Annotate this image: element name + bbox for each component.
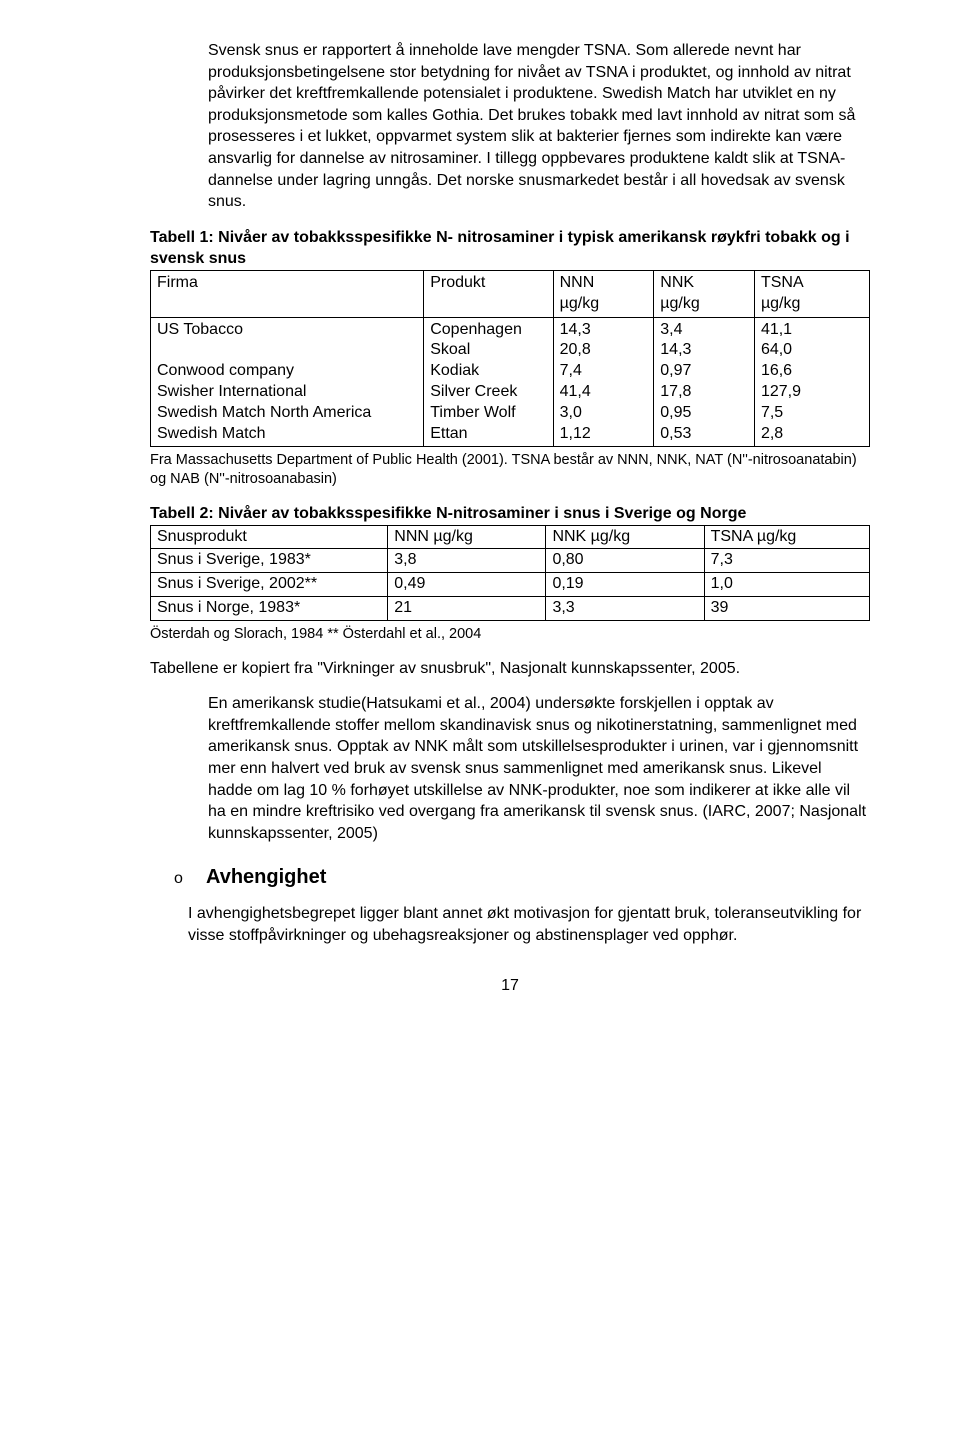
cell-line: 16,6 xyxy=(761,362,792,379)
intro-paragraph: Svensk snus er rapportert å inneholde la… xyxy=(208,40,870,213)
cell: Snus i Norge, 1983* xyxy=(151,596,388,620)
table2: Snusprodukt NNN µg/kg NNK µg/kg TSNA µg/… xyxy=(150,525,870,621)
cell: 0,19 xyxy=(546,573,704,597)
section-body: I avhengighetsbegrepet ligger blant anne… xyxy=(188,903,870,946)
th-snusprodukt: Snusprodukt xyxy=(151,525,388,549)
cell-nnn: 14,3 20,8 7,4 41,4 3,0 1,12 xyxy=(553,317,654,447)
study-paragraph: En amerikansk studie(Hatsukami et al., 2… xyxy=(208,693,870,844)
cell-line: 41,4 xyxy=(560,383,591,400)
th-nnk: NNKµg/kg xyxy=(654,270,755,317)
cell-line: 64,0 xyxy=(761,341,792,358)
cell-line: 0,53 xyxy=(660,425,691,442)
th-produkt: Produkt xyxy=(424,270,553,317)
cell: 0,49 xyxy=(388,573,546,597)
section-heading-avhengighet: o Avhengighet xyxy=(208,866,870,889)
cell-line: 1,12 xyxy=(560,425,591,442)
cell-line: Kodiak xyxy=(430,362,479,379)
table1-heading: Tabell 1: Nivåer av tobakksspesifikke N-… xyxy=(150,227,870,270)
cell: 0,80 xyxy=(546,549,704,573)
cell-firma: US Tobacco Conwood company Swisher Inter… xyxy=(151,317,424,447)
cell-line: 127,9 xyxy=(761,383,801,400)
cell-line: 2,8 xyxy=(761,425,783,442)
cell-line: US Tobacco xyxy=(157,321,243,338)
tables-copied-line: Tabellene er kopiert fra "Virkninger av … xyxy=(150,658,870,680)
table2-heading: Tabell 2: Nivåer av tobakksspesifikke N-… xyxy=(150,503,870,525)
th-nnk-text: NNKµg/kg xyxy=(660,274,699,312)
table1-caption: Fra Massachusetts Department of Public H… xyxy=(150,451,870,489)
th-nnn-text: NNNµg/kg xyxy=(560,274,599,312)
cell-line: 14,3 xyxy=(560,321,591,338)
page-number: 17 xyxy=(150,977,870,995)
section-title: Avhengighet xyxy=(206,866,326,889)
cell-line: Swisher International xyxy=(157,383,306,400)
cell-line: Copenhagen xyxy=(430,321,522,338)
cell-line: Swedish Match North America xyxy=(157,404,371,421)
cell-line: Swedish Match xyxy=(157,425,266,442)
table-row: Snus i Sverige, 1983* 3,8 0,80 7,3 xyxy=(151,549,870,573)
th-tsna-text: TSNAµg/kg xyxy=(761,274,804,312)
cell-line: 17,8 xyxy=(660,383,691,400)
cell: 7,3 xyxy=(704,549,869,573)
th-tsna: TSNA µg/kg xyxy=(704,525,869,549)
cell-line: Ettan xyxy=(430,425,467,442)
document-page: Svensk snus er rapportert å inneholde la… xyxy=(0,0,960,1456)
cell-line: 0,97 xyxy=(660,362,691,379)
th-tsna: TSNAµg/kg xyxy=(754,270,869,317)
cell: Snus i Sverige, 1983* xyxy=(151,549,388,573)
table1-body-row: US Tobacco Conwood company Swisher Inter… xyxy=(151,317,870,447)
table2-wrap: Snusprodukt NNN µg/kg NNK µg/kg TSNA µg/… xyxy=(150,525,870,621)
cell: Snus i Sverige, 2002** xyxy=(151,573,388,597)
cell-line: 3,0 xyxy=(560,404,582,421)
cell-line: Silver Creek xyxy=(430,383,517,400)
cell-line: Conwood company xyxy=(157,362,294,379)
th-nnk: NNK µg/kg xyxy=(546,525,704,549)
cell-line: 14,3 xyxy=(660,341,691,358)
cell-tsna: 41,1 64,0 16,6 127,9 7,5 2,8 xyxy=(754,317,869,447)
cell-line: 7,5 xyxy=(761,404,783,421)
bullet-icon: o xyxy=(174,870,190,888)
th-nnn: NNN µg/kg xyxy=(388,525,546,549)
table-header-row: Snusprodukt NNN µg/kg NNK µg/kg TSNA µg/… xyxy=(151,525,870,549)
cell-line: Timber Wolf xyxy=(430,404,515,421)
cell: 3,8 xyxy=(388,549,546,573)
table2-caption: Österdah og Slorach, 1984 ** Österdahl e… xyxy=(150,625,870,644)
table-header-row: Firma Produkt NNNµg/kg NNKµg/kg TSNAµg/k… xyxy=(151,270,870,317)
th-nnn: NNNµg/kg xyxy=(553,270,654,317)
cell: 39 xyxy=(704,596,869,620)
cell-line: Skoal xyxy=(430,341,470,358)
table-row: Snus i Sverige, 2002** 0,49 0,19 1,0 xyxy=(151,573,870,597)
cell: 1,0 xyxy=(704,573,869,597)
cell: 3,3 xyxy=(546,596,704,620)
cell: 21 xyxy=(388,596,546,620)
cell-nnk: 3,4 14,3 0,97 17,8 0,95 0,53 xyxy=(654,317,755,447)
cell-line: 7,4 xyxy=(560,362,582,379)
table-row: Snus i Norge, 1983* 21 3,3 39 xyxy=(151,596,870,620)
cell-produkt: Copenhagen Skoal Kodiak Silver Creek Tim… xyxy=(424,317,553,447)
cell-line: 20,8 xyxy=(560,341,591,358)
cell-line: 41,1 xyxy=(761,321,792,338)
cell-line: 3,4 xyxy=(660,321,682,338)
table1: Firma Produkt NNNµg/kg NNKµg/kg TSNAµg/k… xyxy=(150,270,870,447)
th-firma: Firma xyxy=(151,270,424,317)
cell-line: 0,95 xyxy=(660,404,691,421)
